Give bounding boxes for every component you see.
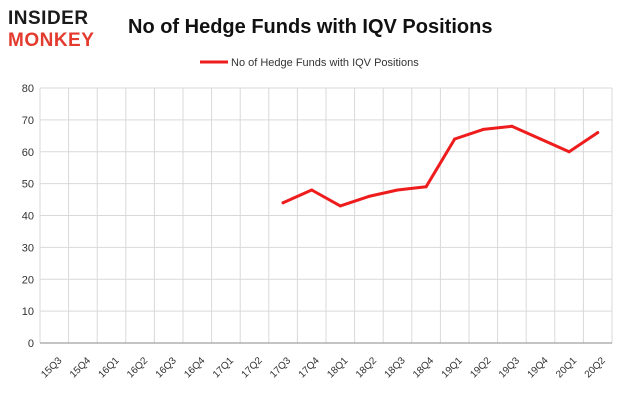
- data-point: [310, 188, 314, 192]
- data-point: [424, 185, 428, 189]
- x-tick-label: 19Q4: [526, 355, 551, 380]
- x-tick-label: 16Q1: [97, 355, 122, 380]
- x-tick-label: 19Q1: [440, 355, 465, 380]
- x-tick-label: 16Q4: [182, 355, 207, 380]
- legend-label: No of Hedge Funds with IQV Positions: [231, 57, 419, 69]
- data-point: [596, 131, 600, 135]
- y-tick-label: 50: [22, 179, 34, 191]
- x-tick-label: 16Q2: [125, 355, 150, 380]
- x-tick-label: 17Q1: [211, 355, 236, 380]
- x-tick-label: 16Q3: [154, 355, 179, 380]
- plot-area: 0 10 20 30 40 50 60 70 80 15Q3 15Q4 16Q1 16Q2 16Q3 16Q…: [22, 83, 613, 380]
- series-line: [281, 124, 600, 208]
- x-tick-label: 17Q3: [268, 355, 293, 380]
- data-point: [567, 150, 571, 154]
- data-point: [396, 188, 399, 192]
- y-tick-label: 40: [22, 211, 34, 223]
- insider-monkey-logo: INSIDER MONKEY: [8, 8, 94, 51]
- data-point: [367, 194, 371, 198]
- y-tick-label: 80: [22, 83, 34, 95]
- data-point: [510, 124, 514, 128]
- y-tick-label: 70: [22, 115, 34, 127]
- data-point: [453, 137, 457, 141]
- logo-line-2: MONKEY: [8, 30, 94, 51]
- data-point: [539, 137, 542, 141]
- x-tick-label: 18Q1: [325, 355, 350, 380]
- x-tick-label: 17Q2: [240, 355, 265, 380]
- y-tick-label: 10: [22, 306, 34, 318]
- y-tick-label: 30: [22, 242, 34, 254]
- x-tick-label: 18Q2: [354, 355, 379, 380]
- y-tick-label: 20: [22, 274, 34, 286]
- data-point: [338, 204, 342, 208]
- x-tick-label: 20Q2: [583, 355, 608, 380]
- y-tick-label: 60: [22, 147, 34, 159]
- x-tick-label: 19Q3: [497, 355, 522, 380]
- x-tick-label: 20Q1: [554, 355, 579, 380]
- x-tick-label: 15Q4: [68, 355, 93, 380]
- data-point: [281, 201, 285, 205]
- legend: No of Hedge Funds with IQV Positions: [200, 57, 419, 69]
- x-tick-label: 17Q4: [297, 355, 322, 380]
- x-tick-label: 18Q3: [383, 355, 408, 380]
- x-tick-label: 19Q2: [468, 355, 493, 380]
- x-tick-label: 15Q3: [39, 355, 64, 380]
- x-tick-label: 18Q4: [411, 355, 436, 380]
- logo-line-1: INSIDER: [8, 8, 89, 29]
- data-point: [481, 127, 485, 131]
- chart-title: No of Hedge Funds with IQV Positions: [128, 16, 492, 38]
- y-tick-label: 0: [28, 338, 34, 350]
